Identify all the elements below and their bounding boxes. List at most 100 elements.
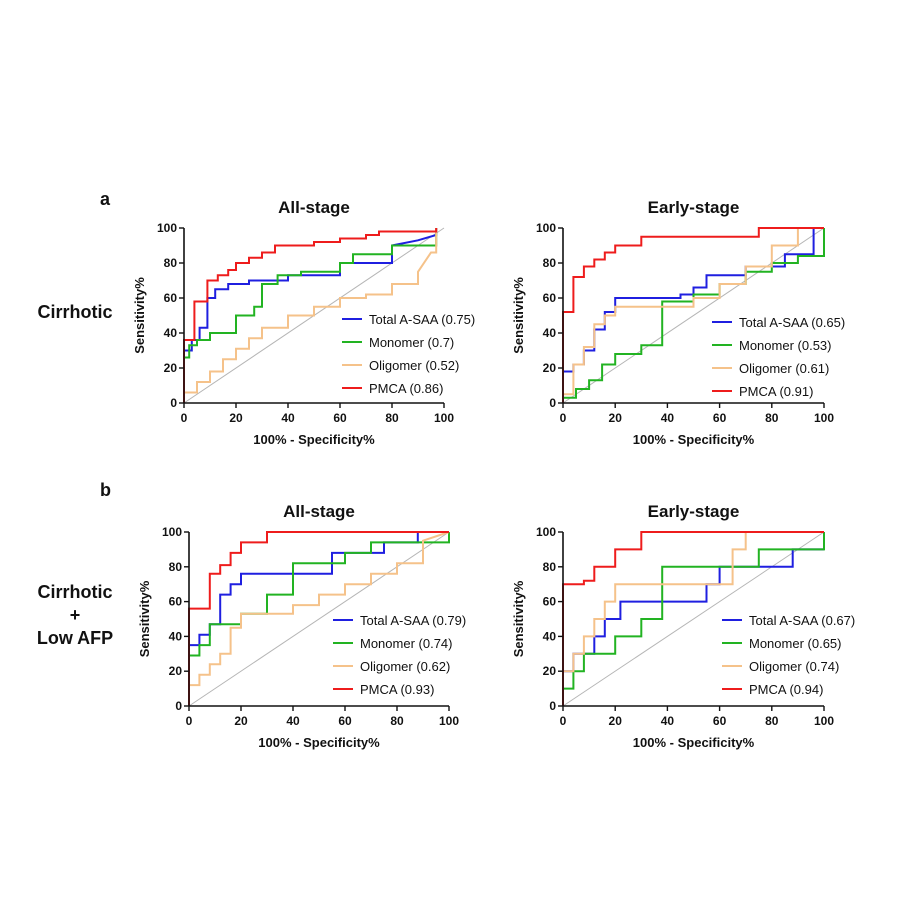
chart-3-x-tick-label-80: 80 <box>765 714 779 728</box>
roc-chart-low-afp-all-stage: All-stage 0 20 40 60 80 100 0 20 40 60 80 100 100% - … <box>137 502 466 750</box>
chart-2-x-tick-label-0: 0 <box>186 714 193 728</box>
chart-0-y-tick-label-100: 100 <box>157 221 177 235</box>
chart-3-legend-label-total-a-saa: Total A-SAA (0.67) <box>749 613 855 628</box>
chart-3-legend: Total A-SAA (0.67) Monomer (0.65) Oligomer… <box>722 613 855 697</box>
chart-2-x-tick-label-20: 20 <box>234 714 248 728</box>
chart-0-y-tick-label-0: 0 <box>170 396 177 410</box>
chart-3-y-tick-label-0: 0 <box>549 699 556 713</box>
chart-0-legend: Total A-SAA (0.75) Monomer (0.7) Oligomer … <box>342 312 475 396</box>
chart-2-x-tick-label-100: 100 <box>439 714 459 728</box>
chart-2-x-tick-label-40: 40 <box>286 714 300 728</box>
chart-1-y-tick-label-60: 60 <box>543 291 557 305</box>
chart-0-title: All-stage <box>278 198 350 217</box>
chart-1-x-tick-label-80: 80 <box>765 411 779 425</box>
chart-2-x-tick-label-60: 60 <box>338 714 352 728</box>
chart-1-y-tick-label-0: 0 <box>549 396 556 410</box>
chart-1-y-tick-label-80: 80 <box>543 256 557 270</box>
roc-chart-cirrhotic-all-stage: All-stage 0 20 40 60 80 100 0 20 40 60 80 100 100% - … <box>132 198 475 447</box>
chart-3-title: Early-stage <box>648 502 740 521</box>
roc-chart-low-afp-early-stage: Early-stage 0 20 40 60 80 100 0 20 40 60 80 100 100% … <box>511 502 855 750</box>
chart-2-y-tick-label-0: 0 <box>175 699 182 713</box>
panel-letter-b: b <box>100 480 111 500</box>
chart-2-y-axis-label: Sensitivity% <box>137 580 152 657</box>
chart-2-series-monomer <box>188 532 450 706</box>
chart-1-x-tick-label-60: 60 <box>713 411 727 425</box>
chart-2-y-tick-label-20: 20 <box>169 664 183 678</box>
chart-1-y-axis-label: Sensitivity% <box>511 277 526 354</box>
chart-1-x-tick-label-100: 100 <box>814 411 834 425</box>
chart-0-y-axis-label: Sensitivity% <box>132 277 147 354</box>
chart-3-series-oligomer <box>562 531 824 706</box>
chart-2-x-axis-label: 100% - Specificity% <box>258 735 380 750</box>
chart-2-title: All-stage <box>283 502 355 521</box>
chart-3-series-monomer <box>562 532 825 706</box>
chart-1-y-tick-label-40: 40 <box>543 326 557 340</box>
row-label-cirrhotic-low-afp-line2: + <box>70 605 81 625</box>
chart-3-x-tick-label-60: 60 <box>713 714 727 728</box>
chart-3-y-axis-label: Sensitivity% <box>511 580 526 657</box>
chart-1-y-tick-label-100: 100 <box>536 221 556 235</box>
chart-1-title: Early-stage <box>648 198 740 217</box>
chart-2-series-pmca <box>188 531 449 706</box>
chart-0-series-oligomer <box>183 228 438 403</box>
chart-0-x-axis-label: 100% - Specificity% <box>253 432 375 447</box>
chart-1-legend-label-oligomer: Oligomer (0.61) <box>739 361 829 376</box>
chart-1-legend: Total A-SAA (0.65) Monomer (0.53) Oligomer… <box>712 315 845 399</box>
roc-chart-cirrhotic-early-stage: Early-stage 0 20 40 60 80 100 0 20 40 60 80 100 100% … <box>511 198 845 447</box>
chart-3-x-axis-label: 100% - Specificity% <box>633 735 755 750</box>
chart-1-legend-label-total-a-saa: Total A-SAA (0.65) <box>739 315 845 330</box>
chart-2-legend-label-pmca: PMCA (0.93) <box>360 682 434 697</box>
chart-2-legend: Total A-SAA (0.79) Monomer (0.74) Oligomer… <box>333 613 466 697</box>
chart-0-y-tick-label-80: 80 <box>164 256 178 270</box>
chart-2-legend-label-monomer: Monomer (0.74) <box>360 636 452 651</box>
chart-3-y-tick-label-40: 40 <box>543 629 557 643</box>
chart-1-legend-label-monomer: Monomer (0.53) <box>739 338 831 353</box>
chart-0-y-tick-label-40: 40 <box>164 326 178 340</box>
chart-2-series-oligomer <box>188 531 450 706</box>
chart-3-x-tick-label-20: 20 <box>609 714 623 728</box>
chart-0-x-tick-label-100: 100 <box>434 411 454 425</box>
chart-1-x-axis-label: 100% - Specificity% <box>633 432 755 447</box>
chart-1-series-pmca <box>562 227 824 403</box>
chart-0-x-tick-label-0: 0 <box>181 411 188 425</box>
chart-0-legend-label-oligomer: Oligomer (0.52) <box>369 358 459 373</box>
chart-2-y-tick-label-40: 40 <box>169 629 183 643</box>
chart-0-x-tick-label-40: 40 <box>281 411 295 425</box>
chart-1-y-tick-label-20: 20 <box>543 361 557 375</box>
chart-3-x-tick-label-0: 0 <box>560 714 567 728</box>
chart-2-y-tick-label-100: 100 <box>162 525 182 539</box>
chart-3-y-tick-label-60: 60 <box>543 595 557 609</box>
panel-letter-a: a <box>100 189 111 209</box>
chart-0-y-tick-label-60: 60 <box>164 291 178 305</box>
chart-0-series-pmca <box>183 228 438 403</box>
chart-3-legend-label-oligomer: Oligomer (0.74) <box>749 659 839 674</box>
chart-1-reference-diagonal <box>562 227 825 404</box>
chart-1-x-tick-label-0: 0 <box>560 411 567 425</box>
chart-3-y-tick-label-80: 80 <box>543 560 557 574</box>
chart-1-x-tick-label-20: 20 <box>609 411 623 425</box>
chart-1-series-oligomer <box>562 227 824 403</box>
chart-1-legend-label-pmca: PMCA (0.91) <box>739 384 813 399</box>
row-label-cirrhotic: Cirrhotic <box>37 302 112 322</box>
chart-3-x-tick-label-40: 40 <box>661 714 675 728</box>
chart-0-x-tick-label-60: 60 <box>333 411 347 425</box>
chart-3-y-tick-label-20: 20 <box>543 664 557 678</box>
chart-0-series-monomer <box>183 228 438 403</box>
chart-2-legend-label-total-a-saa: Total A-SAA (0.79) <box>360 613 466 628</box>
chart-0-legend-label-pmca: PMCA (0.86) <box>369 381 443 396</box>
chart-2-y-tick-label-60: 60 <box>169 595 183 609</box>
chart-3-x-tick-label-100: 100 <box>814 714 834 728</box>
chart-2-legend-label-oligomer: Oligomer (0.62) <box>360 659 450 674</box>
row-label-cirrhotic-low-afp-line1: Cirrhotic <box>37 582 112 602</box>
chart-3-reference-diagonal <box>562 531 825 707</box>
chart-3-y-tick-label-100: 100 <box>536 525 556 539</box>
chart-2-x-tick-label-80: 80 <box>390 714 404 728</box>
chart-0-x-tick-label-20: 20 <box>229 411 243 425</box>
chart-0-legend-label-total-a-saa: Total A-SAA (0.75) <box>369 312 475 327</box>
chart-2-reference-diagonal <box>188 531 450 707</box>
chart-2-y-tick-label-80: 80 <box>169 560 183 574</box>
chart-0-y-tick-label-20: 20 <box>164 361 178 375</box>
row-label-cirrhotic-low-afp-line3: Low AFP <box>37 628 113 648</box>
chart-3-legend-label-monomer: Monomer (0.65) <box>749 636 841 651</box>
